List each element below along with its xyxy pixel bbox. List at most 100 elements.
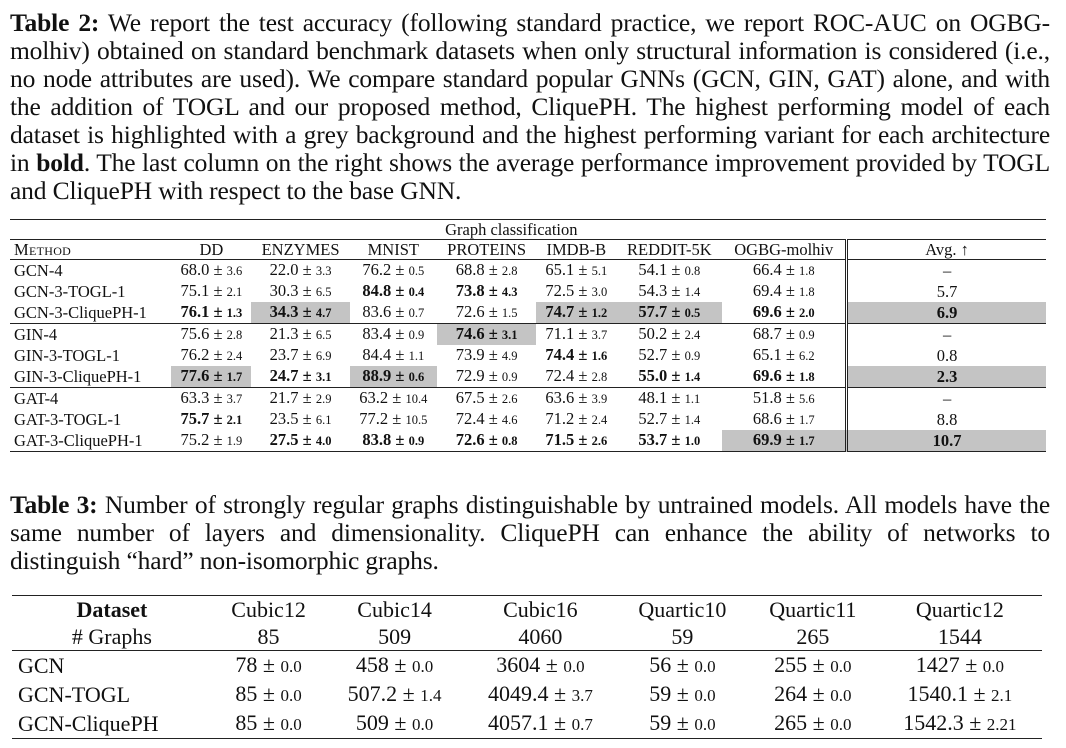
result-cell: 68.7 ± 0.9 [722,324,846,346]
plus-minus-sign: ± [298,345,316,364]
plus-minus-sign: ± [298,430,316,449]
result-cell: 59 ± 0.0 [617,680,748,709]
cell-value: 72.9 [455,366,485,385]
plus-minus-sign: ± [391,302,409,321]
cell-value: 50.2 [638,324,668,343]
plus-minus-sign: ± [667,260,685,279]
table3-header-datasets: Dataset Cubic12 Cubic14 Cubic16 Quartic10 Qu… [12,595,1042,623]
plus-minus-sign: ± [388,409,406,428]
plus-minus-sign: ± [667,409,685,428]
cell-std: 10.5 [405,413,428,427]
plus-minus-sign: ± [667,430,685,449]
result-cell: 75.1 ± 2.1 [171,281,251,302]
cell-value: 1427 [915,652,960,677]
cell-value: 63.2 [359,388,389,407]
table2-col-header-4: PROTEINS [436,239,537,260]
cell-std: 4.6 [501,413,518,427]
cell-std: 6.5 [315,285,332,299]
cell-std: 4.0 [315,434,332,448]
plus-minus-sign: ± [388,388,406,407]
cell-value: 4057.1 [487,710,549,735]
cell-std: 1.7 [799,413,815,427]
cell-std: 3.9 [591,392,608,406]
cell-std: 1.9 [226,434,243,448]
plus-minus-sign: ± [781,324,800,343]
plus-minus-sign: ± [574,260,592,279]
result-cell: 55.0 ± 1.4 [616,366,723,388]
plus-minus-sign: ± [209,409,227,428]
cell-value: 72.5 [545,281,575,300]
cell-std: 1.4 [420,686,442,705]
plus-minus-sign: ± [391,366,409,385]
plus-minus-sign: ± [484,281,502,300]
plus-minus-sign: ± [671,652,695,677]
table3-caption-label: Table 3: [10,490,98,519]
table2-col-header-2: ENZYMES [251,239,350,260]
cell-value: 73.9 [455,345,485,364]
result-cell: 57.7 ± 0.5 [616,302,723,324]
cell-std: 2.6 [591,434,608,448]
table-row: GIN-4 75.6 ± 2.8 21.3 ± 6.5 83.4 ± 0.9 74.6 … [10,323,1046,346]
plus-minus-sign: ± [388,710,412,735]
cell-std: 1.0 [684,434,701,448]
plus-minus-sign: ± [298,324,316,343]
result-cell: 75.7 ± 2.1 [171,409,251,430]
cell-value: 65.1 [545,260,575,279]
result-cell: 77.2 ± 10.5 [350,409,437,430]
cell-value: 264 [774,681,808,706]
method-name: GAT-4 [14,389,59,408]
table2-group-header: Graph classification [445,220,578,239]
result-cell: 73.9 ± 4.9 [437,345,536,366]
cell-value: 72.6 [455,302,485,321]
cell-std: 0.9 [408,328,425,342]
cell-std: 2.4 [591,413,608,427]
plus-minus-sign: ± [781,388,800,407]
table2-caption: Table 2: We report the test accuracy (fo… [10,9,1050,205]
table-row: GAT-3-TOGL-1 75.7 ± 2.1 23.5 ± 6.1 77.2 ± 1… [10,409,1046,430]
table-row: GAT-3-CliquePH-1 75.2 ± 1.9 27.5 ± 4.0 83.8… [10,430,1046,452]
cell-value: 65.1 [752,345,782,364]
cell-value: 74.4 [545,345,575,364]
result-cell: 1427 ± 0.0 [878,651,1042,681]
cell-value: 77.6 [180,366,210,385]
cell-value: 68.0 [180,260,210,279]
result-cell: 84.4 ± 1.1 [350,345,437,366]
method-name: GCN-4 [14,261,63,280]
cell-value: 85 [235,710,258,735]
cell-value: 55.0 [638,366,668,385]
cell-value: 75.6 [180,324,210,343]
result-cell: 69.6 ± 1.8 [722,366,847,388]
cell-std: 0.7 [408,306,425,320]
plus-minus-sign: ± [959,652,983,677]
cell-value: 265 [774,710,808,735]
cell-std: 2.8 [501,264,518,278]
result-cell: 52.7 ± 0.9 [616,345,722,366]
plus-minus-sign: ± [574,281,592,300]
cell-std: 1.2 [591,306,608,320]
result-cell: 74.7 ± 1.2 [536,302,617,324]
cell-value: 66.4 [752,260,782,279]
cell-std: 0.0 [280,657,302,676]
avg-improvement: – [845,323,1046,345]
plus-minus-sign: ± [391,345,409,364]
cell-std: 2.1 [226,285,243,299]
result-cell: 264 ± 0.0 [748,680,878,709]
cell-value: 3604 [496,652,541,677]
cell-std: 3.7 [571,686,593,705]
cell-std: 1.5 [501,306,518,320]
plus-minus-sign: ± [574,409,592,428]
table2-caption-bold-word: bold [36,148,84,177]
result-cell: 69.9 ± 1.7 [722,430,847,452]
model-name: GCN-TOGL [18,682,131,707]
cell-std: 1.8 [799,370,815,384]
method-name: GIN-3-TOGL-1 [14,346,121,365]
plus-minus-sign: ± [391,430,409,449]
cell-value: 71.2 [545,409,575,428]
table-row: GCN-3-CliquePH-1 76.1 ± 1.3 34.3 ± 4.7 83.6… [10,302,1046,324]
result-cell: 507.2 ± 1.4 [325,680,464,709]
cell-std: 1.8 [799,264,815,278]
method-name: GCN-3-TOGL-1 [14,282,126,301]
result-cell: 76.2 ± 0.5 [350,260,437,282]
cell-std: 1.4 [684,370,701,384]
table-row: GCN-3-TOGL-1 75.1 ± 2.1 30.3 ± 6.5 84.8 ± 0… [10,281,1046,302]
